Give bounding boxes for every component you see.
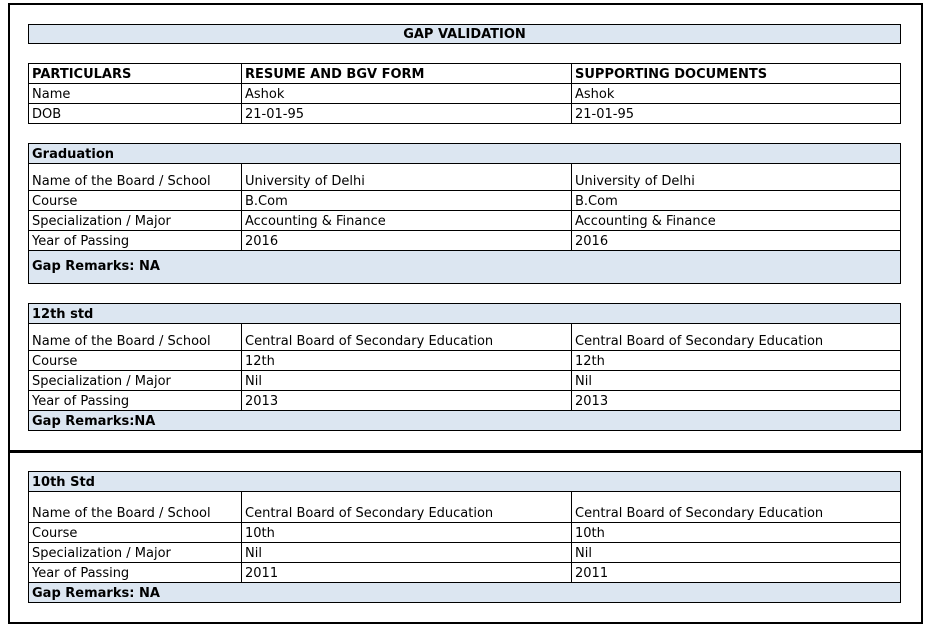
table-cell: 10th [571,522,901,543]
section-title: Graduation [28,143,901,164]
table-cell: Name of the Board / School [28,163,242,191]
table-cell: 12th [571,350,901,371]
column-header: PARTICULARS [28,63,242,84]
table-cell: 21-01-95 [571,103,901,124]
frame-bottom [8,451,923,624]
page-title: GAP VALIDATION [28,24,901,44]
table-cell: 10th [241,522,572,543]
table-cell: Accounting & Finance [571,210,901,231]
table-cell: Year of Passing [28,230,242,251]
table-cell: Central Board of Secondary Education [571,323,901,351]
table-cell: 21-01-95 [241,103,572,124]
table-cell: B.Com [241,190,572,211]
table-cell: Specialization / Major [28,542,242,563]
table-cell: Course [28,522,242,543]
table-cell: Specialization / Major [28,370,242,391]
table-cell: Nil [571,370,901,391]
table-cell: Name of the Board / School [28,491,242,523]
table-cell: 12th [241,350,572,371]
table-cell: Ashok [241,83,572,104]
table-cell: Nil [571,542,901,563]
table-cell: Course [28,190,242,211]
table-cell: 2016 [241,230,572,251]
table-cell: Year of Passing [28,390,242,411]
table-cell: Ashok [571,83,901,104]
column-header: RESUME AND BGV FORM [241,63,572,84]
section-title: 10th Std [28,471,901,492]
table-cell: Specialization / Major [28,210,242,231]
table-cell: Central Board of Secondary Education [571,491,901,523]
table-cell: Accounting & Finance [241,210,572,231]
table-cell: Year of Passing [28,562,242,583]
table-cell: University of Delhi [571,163,901,191]
table-cell: DOB [28,103,242,124]
table-cell: 2013 [571,390,901,411]
gap-remarks: Gap Remarks: NA [28,250,901,284]
table-cell: Name of the Board / School [28,323,242,351]
table-cell: B.Com [571,190,901,211]
table-cell: Course [28,350,242,371]
table-cell: Central Board of Secondary Education [241,323,572,351]
gap-remarks: Gap Remarks: NA [28,582,901,603]
table-cell: Name [28,83,242,104]
table-cell: 2011 [241,562,572,583]
column-header: SUPPORTING DOCUMENTS [571,63,901,84]
table-cell: 2013 [241,390,572,411]
table-cell: Central Board of Secondary Education [241,491,572,523]
table-cell: University of Delhi [241,163,572,191]
table-cell: 2016 [571,230,901,251]
section-title: 12th std [28,303,901,324]
table-cell: 2011 [571,562,901,583]
table-cell: Nil [241,542,572,563]
gap-remarks: Gap Remarks:NA [28,410,901,431]
table-cell: Nil [241,370,572,391]
